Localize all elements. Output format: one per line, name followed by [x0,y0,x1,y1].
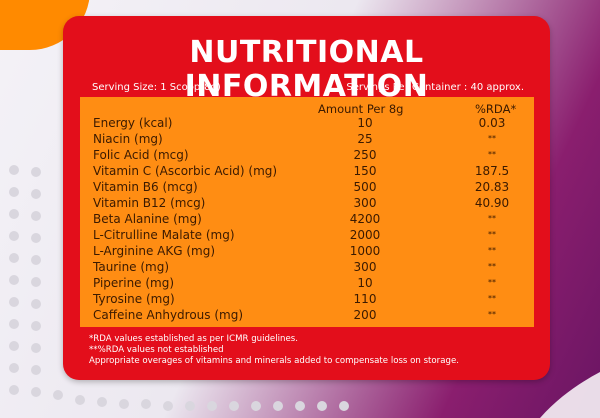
row-name: L-Arginine AKG (mg) [93,244,216,258]
row-name: L-Citrulline Malate (mg) [93,228,235,242]
row-amount: 300 [353,196,377,210]
row-rda: ** [488,246,496,255]
header-amount: Amount Per 8g [318,102,404,116]
table-row: Energy (kcal) 10 0.03 [80,116,534,132]
row-amount: 4200 [349,212,381,226]
row-rda: 187.5 [474,164,510,178]
table-row: Niacin (mg) 25 ** [80,132,534,148]
row-amount: 10 [357,276,373,290]
panel-title: NUTRITIONAL INFORMATION [184,35,429,104]
table-row: Vitamin C (Ascorbic Acid) (mg) 150 187.5 [80,164,534,180]
table-row: Beta Alanine (mg) 4200 ** [80,212,534,228]
row-rda: ** [488,294,496,303]
serving-size: Serving Size: 1 Scoop(8g) [92,82,221,93]
row-name: Vitamin C (Ascorbic Acid) (mg) [93,164,278,178]
row-name: Vitamin B6 (mcg) [93,180,198,194]
row-name: Caffeine Anhydrous (mg) [93,308,244,322]
row-rda: 40.90 [474,196,510,210]
table-row: Piperine (mg) 10 ** [80,276,534,292]
table-row: Folic Acid (mcg) 250 ** [80,148,534,164]
row-rda: ** [488,134,496,143]
row-rda: ** [488,310,496,319]
table-row: Vitamin B12 (mcg) 300 40.90 [80,196,534,212]
row-amount: 500 [353,180,377,194]
row-amount: 150 [353,164,377,178]
table-row: Tyrosine (mg) 110 ** [80,292,534,308]
row-rda: ** [488,150,496,159]
row-name: Piperine (mg) [93,276,175,290]
row-rda: 0.03 [478,116,506,130]
footnote-overages: Appropriate overages of vitamins and min… [89,356,459,366]
row-rda: ** [488,278,496,287]
row-name: Niacin (mg) [93,132,163,146]
row-name: Beta Alanine (mg) [93,212,202,226]
row-amount: 10 [357,116,373,130]
table-row: L-Arginine AKG (mg) 1000 ** [80,244,534,260]
row-amount: 25 [357,132,373,146]
table-row: L-Citrulline Malate (mg) 2000 ** [80,228,534,244]
row-name: Tyrosine (mg) [93,292,175,306]
table-row: Taurine (mg) 300 ** [80,260,534,276]
row-rda: ** [488,214,496,223]
footnotes: *RDA values established as per ICMR guid… [89,334,459,367]
nutrition-panel: NUTRITIONAL INFORMATION Serving Size: 1 … [63,16,550,380]
table-row: Caffeine Anhydrous (mg) 200 ** [80,308,534,324]
footnote-rda-not-established: **%RDA values not established [89,345,224,355]
row-rda: ** [488,262,496,271]
row-amount: 250 [353,148,377,162]
row-amount: 200 [353,308,377,322]
row-name: Vitamin B12 (mcg) [93,196,206,210]
footnote-rda: *RDA values established as per ICMR guid… [89,334,298,344]
row-rda: ** [488,230,496,239]
row-amount: 2000 [349,228,381,242]
row-amount: 1000 [349,244,381,258]
servings-per-container: Servings Per Container : 40 approx. [346,82,524,93]
row-name: Energy (kcal) [93,116,173,130]
row-amount: 110 [353,292,377,306]
row-name: Taurine (mg) [93,260,170,274]
row-rda: 20.83 [474,180,510,194]
row-amount: 300 [353,260,377,274]
row-name: Folic Acid (mcg) [93,148,189,162]
nutrition-table: Amount Per 8g %RDA* Energy (kcal) 10 0.0… [80,97,534,327]
table-row: Vitamin B6 (mcg) 500 20.83 [80,180,534,196]
header-rda: %RDA* [475,102,517,116]
